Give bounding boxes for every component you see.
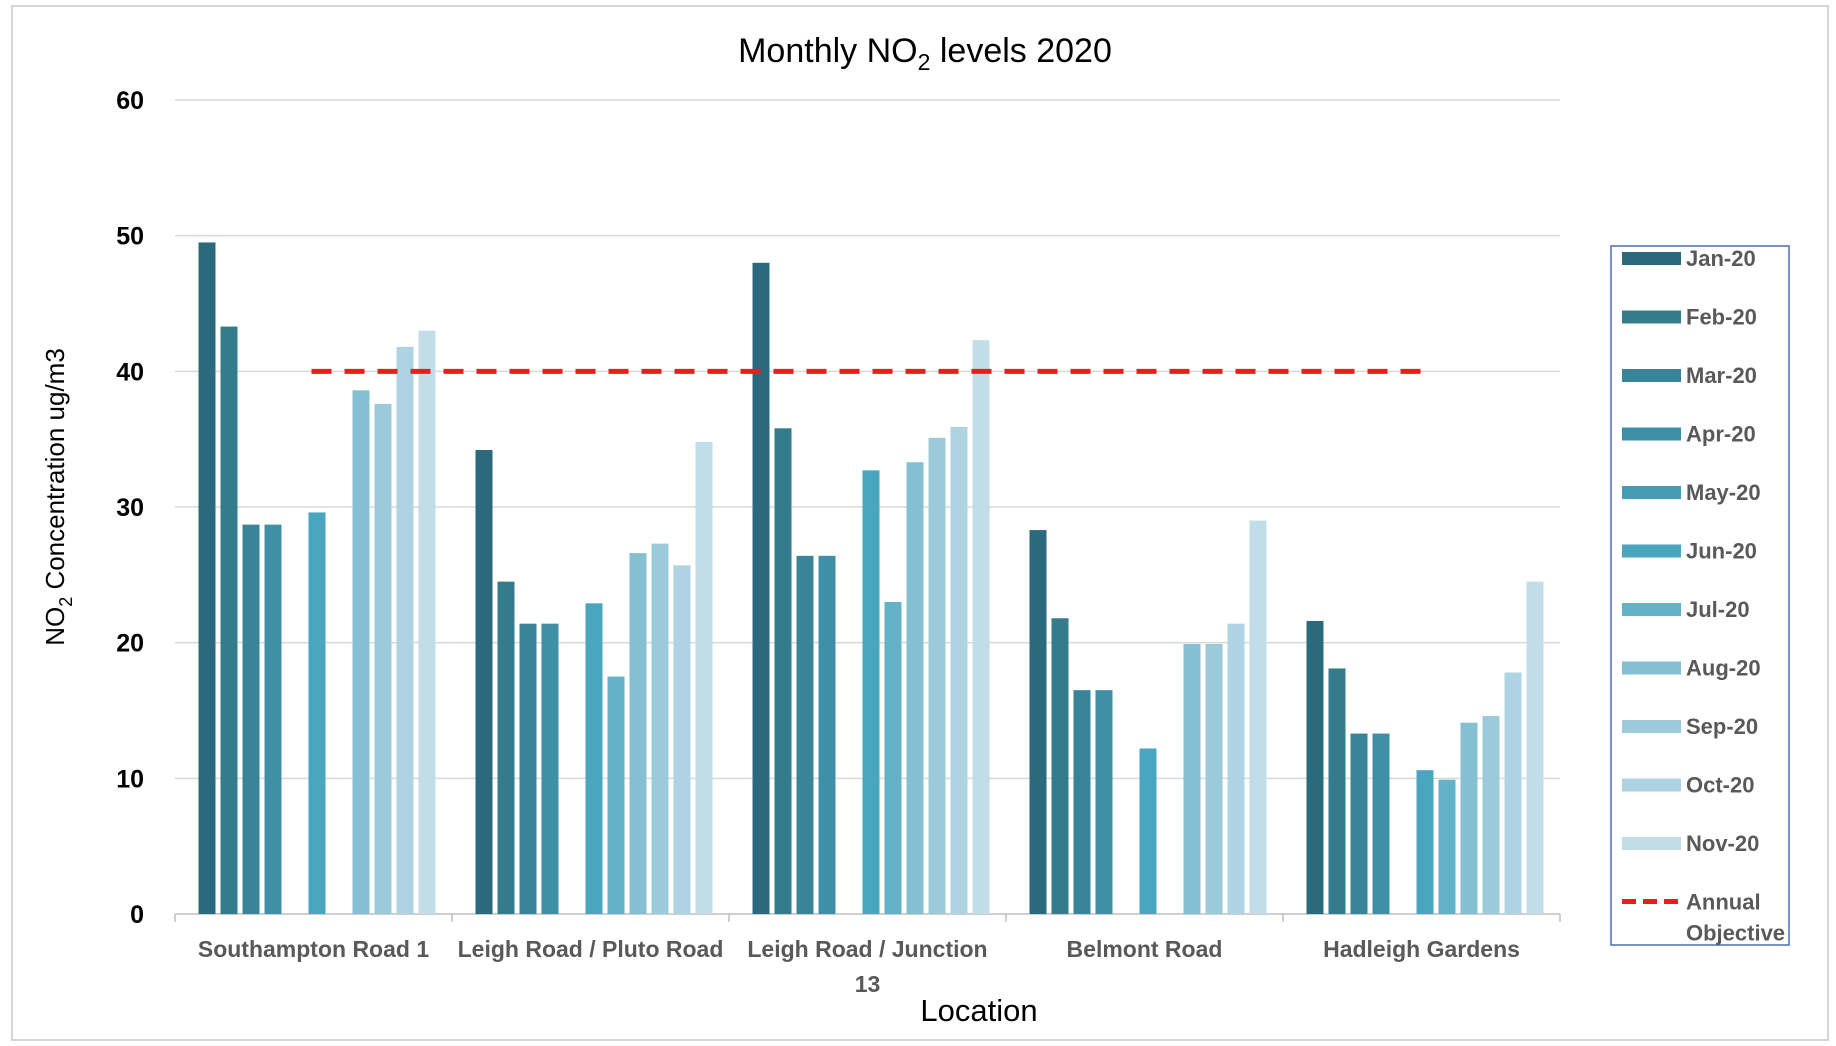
legend-swatch-nov-20 bbox=[1622, 837, 1681, 850]
bar-feb-20 bbox=[497, 581, 515, 914]
bar-jun-20 bbox=[1416, 770, 1434, 914]
legend-swatch-apr-20 bbox=[1622, 427, 1681, 441]
bar-mar-20 bbox=[796, 555, 814, 914]
bar-jan-20 bbox=[475, 450, 493, 914]
legend-label: Aug-20 bbox=[1686, 656, 1761, 681]
legend-label: Feb-20 bbox=[1686, 305, 1757, 330]
x-tick-label: Belmont Road bbox=[1067, 936, 1223, 962]
bar-apr-20 bbox=[264, 524, 282, 914]
bar-oct-20 bbox=[396, 346, 414, 914]
bar-feb-20 bbox=[220, 326, 238, 914]
legend-swatch-oct-20 bbox=[1622, 778, 1681, 792]
legend-swatch-mar-20 bbox=[1622, 369, 1681, 382]
bar-nov-20 bbox=[1249, 520, 1267, 914]
bars bbox=[198, 242, 1544, 915]
legend-swatch-aug-20 bbox=[1622, 661, 1681, 675]
bar-mar-20 bbox=[519, 623, 537, 914]
x-tick-label: Leigh Road / Junction bbox=[747, 936, 987, 962]
bar-apr-20 bbox=[541, 623, 559, 914]
legend-box bbox=[1610, 245, 1790, 946]
bar-aug-20 bbox=[1183, 644, 1201, 914]
legend-label: Objective bbox=[1686, 921, 1785, 946]
x-tick-label: Southampton Road 1 bbox=[198, 936, 429, 962]
bar-apr-20 bbox=[818, 555, 836, 914]
bar-sep-20 bbox=[651, 543, 669, 914]
x-axis-ticks: Southampton Road 1 Leigh Road / Pluto Roa… bbox=[174, 914, 1561, 997]
bar-aug-20 bbox=[629, 553, 647, 914]
legend-label: Sep-20 bbox=[1686, 714, 1758, 739]
y-tick-label: 40 bbox=[116, 358, 144, 386]
bar-apr-20 bbox=[1372, 733, 1390, 914]
bar-oct-20 bbox=[950, 426, 968, 914]
bar-sep-20 bbox=[1482, 715, 1500, 914]
legend-swatch-may-20 bbox=[1622, 486, 1681, 499]
bar-jun-20 bbox=[862, 470, 880, 914]
y-tick-label: 60 bbox=[116, 87, 144, 115]
legend-label: Mar-20 bbox=[1686, 363, 1757, 388]
bar-mar-20 bbox=[1350, 733, 1368, 914]
bar-jan-20 bbox=[1029, 530, 1047, 914]
bar-mar-20 bbox=[242, 524, 260, 914]
bar-jan-20 bbox=[198, 242, 216, 914]
legend-label: Jan-20 bbox=[1686, 246, 1756, 271]
legend-label: May-20 bbox=[1686, 480, 1761, 505]
y-axis-ticks: 0 10 20 30 40 50 60 bbox=[116, 87, 144, 929]
y-tick-label: 20 bbox=[116, 630, 144, 658]
bar-jan-20 bbox=[752, 262, 770, 914]
legend-label: Jun-20 bbox=[1686, 539, 1757, 564]
bar-jul-20 bbox=[607, 676, 625, 914]
y-tick-label: 10 bbox=[116, 765, 144, 793]
legend-swatch-jul-20 bbox=[1622, 603, 1681, 616]
x-tick-label: 13 bbox=[855, 971, 881, 997]
bar-nov-20 bbox=[418, 330, 436, 915]
x-tick-label: Leigh Road / Pluto Road bbox=[458, 936, 724, 962]
bar-nov-20 bbox=[972, 340, 990, 914]
legend-swatch-feb-20 bbox=[1622, 310, 1681, 324]
bar-jun-20 bbox=[308, 512, 326, 914]
bar-oct-20 bbox=[1504, 672, 1522, 914]
legend-swatch-jun-20 bbox=[1622, 544, 1681, 558]
bar-feb-20 bbox=[1051, 618, 1069, 914]
legend-label: Oct-20 bbox=[1686, 773, 1754, 798]
bar-aug-20 bbox=[1460, 722, 1478, 914]
bar-aug-20 bbox=[352, 390, 370, 914]
bar-nov-20 bbox=[695, 441, 713, 914]
y-axis-label: NO2 Concentration ug/m3 bbox=[40, 348, 76, 646]
bar-oct-20 bbox=[1227, 623, 1245, 914]
bar-apr-20 bbox=[1095, 690, 1113, 914]
legend-label: Nov-20 bbox=[1686, 831, 1759, 856]
chart-title: Monthly NO2 levels 2020 bbox=[738, 32, 1112, 75]
bar-jan-20 bbox=[1306, 620, 1324, 914]
x-axis-label: Location bbox=[920, 993, 1037, 1028]
y-tick-label: 30 bbox=[116, 494, 144, 522]
bar-sep-20 bbox=[928, 437, 946, 914]
bar-jul-20 bbox=[1438, 779, 1456, 914]
bar-jun-20 bbox=[1139, 748, 1157, 914]
bar-feb-20 bbox=[1328, 668, 1346, 914]
bar-jun-20 bbox=[585, 603, 603, 914]
bar-nov-20 bbox=[1526, 581, 1544, 914]
bar-feb-20 bbox=[774, 428, 792, 914]
legend: Jan-20 Feb-20 Mar-20 Apr-20 May-20 Jun-20 Jul-… bbox=[1610, 245, 1790, 946]
bar-sep-20 bbox=[374, 403, 392, 914]
legend-swatch-sep-20 bbox=[1622, 720, 1681, 733]
x-tick-label: Hadleigh Gardens bbox=[1323, 936, 1520, 962]
legend-label: Annual bbox=[1686, 890, 1761, 915]
y-tick-label: 50 bbox=[116, 223, 144, 251]
legend-label: Jul-20 bbox=[1686, 597, 1750, 622]
y-tick-label: 0 bbox=[130, 901, 144, 929]
bar-aug-20 bbox=[906, 462, 924, 914]
bar-mar-20 bbox=[1073, 690, 1091, 914]
chart-frame bbox=[11, 5, 1829, 1041]
legend-label: Apr-20 bbox=[1686, 422, 1756, 447]
legend-swatch-jan-20 bbox=[1622, 252, 1681, 265]
bar-oct-20 bbox=[673, 565, 691, 914]
bar-sep-20 bbox=[1205, 644, 1223, 914]
bar-jul-20 bbox=[884, 601, 902, 914]
